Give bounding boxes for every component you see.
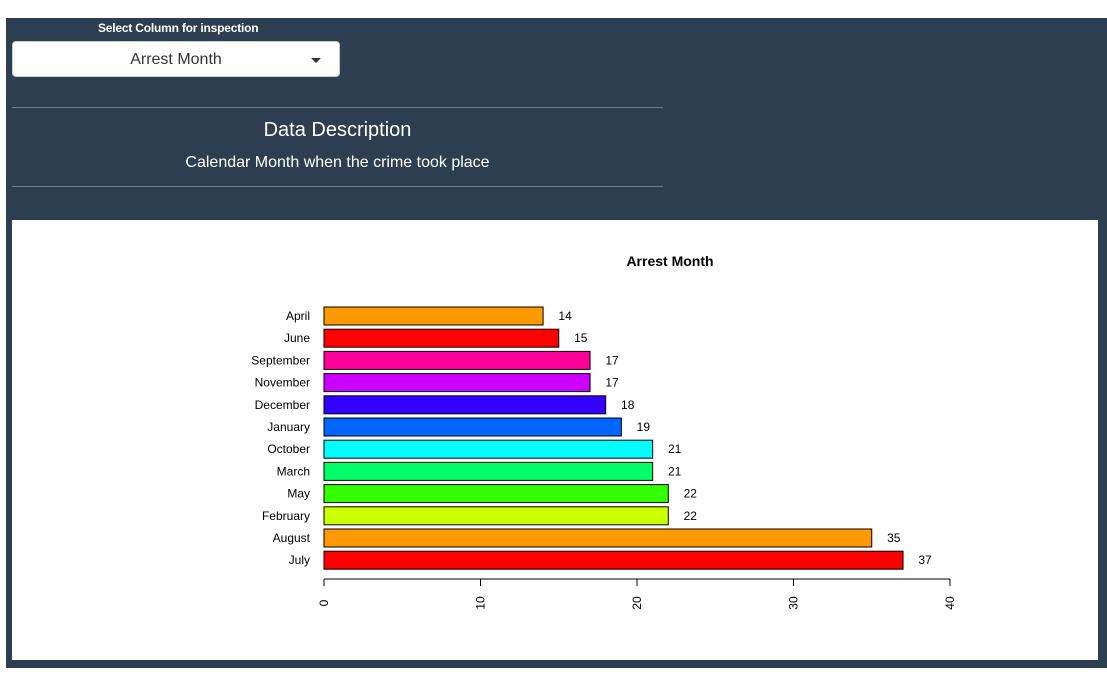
select-column-label: Select Column for inspection: [98, 21, 259, 35]
divider-top: [12, 107, 663, 108]
bar-september: [323, 350, 591, 370]
value-label-april: 14: [558, 309, 572, 323]
category-label-december: December: [255, 398, 310, 412]
category-label-january: January: [267, 420, 310, 434]
value-label-november: 17: [605, 376, 619, 390]
bar-august: [323, 528, 873, 548]
divider-bottom: [12, 186, 663, 187]
category-label-may: May: [287, 487, 310, 501]
x-tick-label-30: 30: [787, 596, 801, 610]
x-tick-label-10: 10: [474, 596, 488, 610]
data-description-heading: Data Description: [263, 119, 412, 141]
bar-april: [323, 306, 544, 326]
selected-column-value: Arrest Month: [130, 51, 222, 68]
bar-november: [323, 373, 591, 393]
category-label-august: August: [273, 531, 311, 545]
value-label-september: 17: [605, 353, 619, 367]
bars-layer: April 14 June 15 September 17 November 17 Decemb…: [251, 306, 932, 570]
category-label-april: April: [286, 309, 310, 323]
value-label-march: 21: [668, 464, 682, 478]
bar-chart: Arrest Month April 14 June 15 September 17 Nov…: [251, 253, 957, 610]
x-tick-label-40: 40: [943, 596, 957, 610]
bar-march: [323, 461, 654, 481]
category-label-march: March: [277, 464, 310, 478]
bar-february: [323, 506, 669, 526]
category-label-october: October: [267, 442, 310, 456]
bar-january: [323, 417, 622, 437]
value-label-february: 22: [684, 509, 698, 523]
bar-may: [323, 484, 669, 504]
value-label-december: 18: [621, 398, 635, 412]
category-label-july: July: [289, 553, 310, 567]
x-axis: 0 10 20 30 40: [317, 578, 957, 610]
category-label-june: June: [284, 331, 310, 345]
bar-october: [323, 439, 654, 459]
category-label-september: September: [251, 353, 310, 367]
data-description-text: Calendar Month when the crime took place: [185, 154, 490, 171]
bar-june: [323, 328, 560, 348]
x-tick-label-20: 20: [630, 596, 644, 610]
category-label-november: November: [255, 376, 310, 390]
value-label-january: 19: [637, 420, 651, 434]
value-label-july: 37: [918, 553, 932, 567]
value-label-august: 35: [887, 531, 901, 545]
bar-july: [323, 550, 904, 570]
chart-title: Arrest Month: [626, 253, 713, 269]
category-label-february: February: [262, 509, 310, 523]
value-label-october: 21: [668, 442, 682, 456]
value-label-june: 15: [574, 331, 588, 345]
caret-down-icon: [311, 58, 321, 63]
inspector-panel: Select Column for inspection Arrest Mont…: [6, 18, 1107, 668]
bar-december: [323, 395, 607, 415]
x-tick-label-0: 0: [317, 599, 331, 606]
value-label-may: 22: [684, 487, 698, 501]
chart-area: Arrest Month April 14 June 15 September 17 Nov…: [12, 220, 1098, 660]
column-select-dropdown[interactable]: Arrest Month: [12, 41, 340, 77]
